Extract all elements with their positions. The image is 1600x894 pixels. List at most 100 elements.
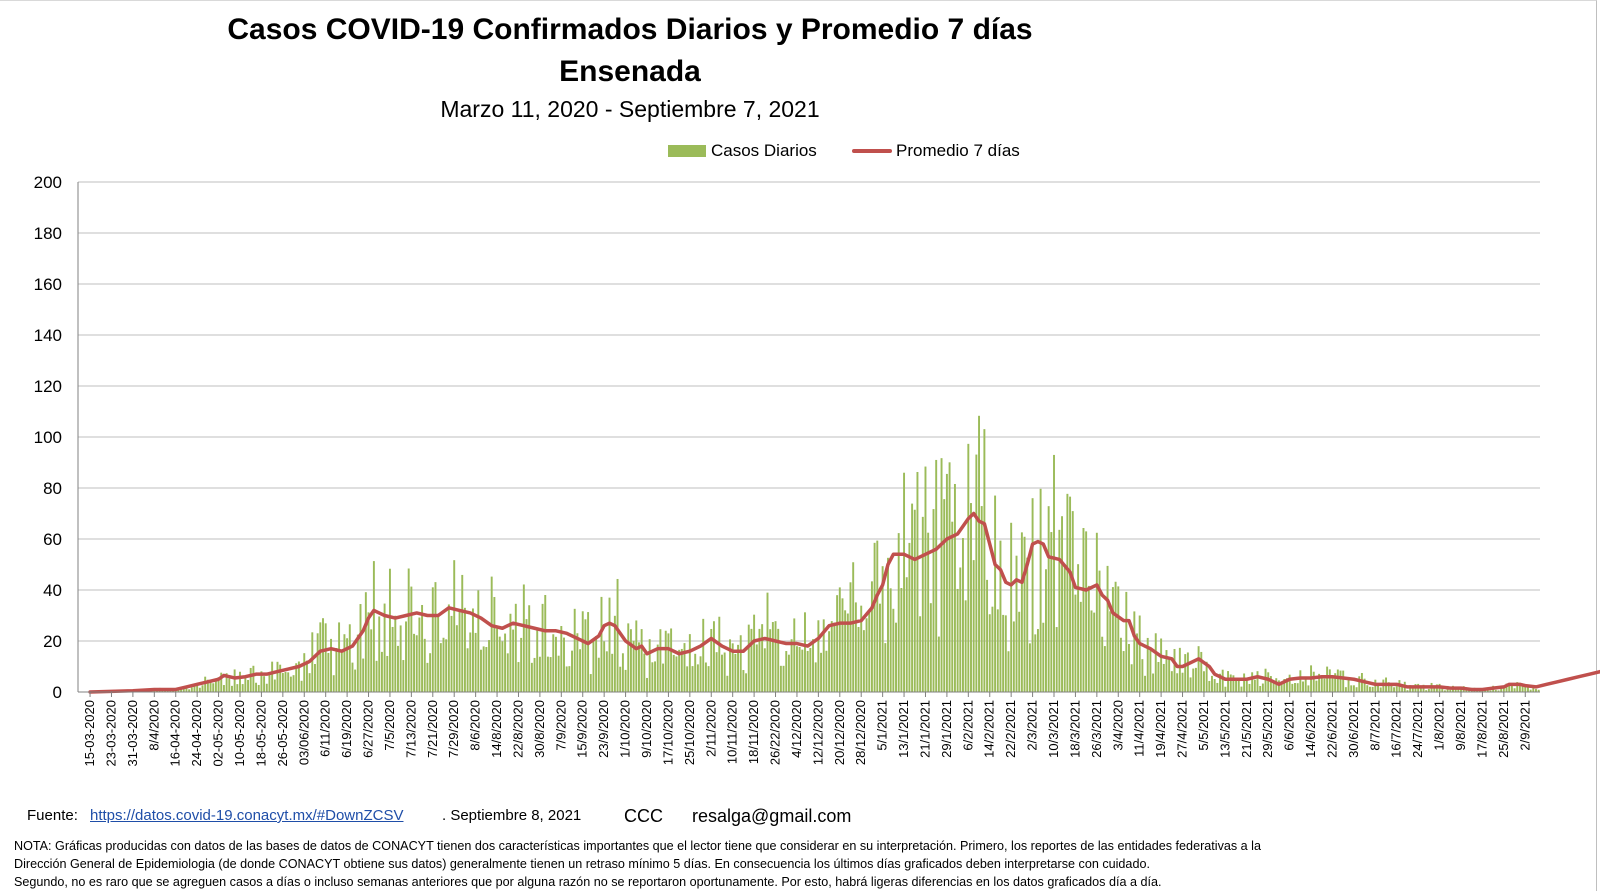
source-date: . Septiembre 8, 2021 [442, 807, 582, 824]
bar-daily-cases [812, 639, 814, 692]
bar-daily-cases [455, 625, 458, 692]
x-tick-label: 21/1/2021 [918, 700, 933, 758]
bar-daily-cases [678, 649, 681, 692]
bar-daily-cases [1277, 680, 1280, 692]
bar-daily-cases [723, 652, 726, 692]
bar-daily-cases [241, 684, 244, 692]
line-7day-average [88, 511, 1600, 694]
bar-daily-cases [691, 666, 694, 692]
bar-daily-cases [627, 623, 630, 692]
bar-daily-cases [338, 622, 341, 692]
bar-daily-cases [1272, 682, 1275, 692]
chart-subtitle: Marzo 11, 2020 - Septiembre 7, 2021 [440, 96, 820, 122]
bar-daily-cases [198, 687, 201, 692]
y-tick-label-100: 100 [34, 428, 62, 447]
bar-daily-cases [1071, 511, 1074, 692]
bar-daily-cases [418, 617, 421, 692]
bar-daily-cases [624, 669, 627, 692]
bar-daily-cases [643, 653, 646, 692]
x-tick-label: 29/5/2021 [1260, 700, 1275, 758]
bar-daily-cases [1334, 673, 1337, 692]
bar-daily-cases [1465, 689, 1468, 692]
bar-daily-cases [458, 609, 461, 692]
bar-daily-cases [300, 680, 303, 692]
bar-daily-cases [196, 684, 199, 692]
bar-daily-cases [399, 625, 402, 692]
bar-daily-cases [1460, 689, 1462, 692]
bar-daily-cases [1205, 661, 1208, 692]
bar-daily-cases [220, 672, 223, 692]
x-tick-label: 10/3/2021 [1046, 700, 1061, 758]
bar-daily-cases [180, 688, 183, 692]
bar-daily-cases [1369, 686, 1371, 692]
bar-daily-cases [913, 509, 916, 692]
bar-daily-cases [402, 660, 405, 692]
bar-daily-cases [1411, 687, 1414, 692]
legend-item-daily-cases: Casos Diarios [668, 141, 817, 161]
bar-daily-cases [546, 656, 549, 692]
bar-daily-cases [370, 629, 373, 692]
x-tick-label: 11/4/2021 [1132, 700, 1147, 757]
bar-daily-cases [1128, 643, 1130, 692]
bar-daily-cases [959, 567, 962, 692]
bar-daily-cases [619, 666, 622, 692]
bar-daily-cases [841, 598, 844, 692]
bar-daily-cases [1117, 586, 1120, 692]
bar-daily-cases [1251, 672, 1254, 692]
bar-daily-cases [1189, 677, 1192, 692]
bar-daily-cases [731, 643, 734, 692]
source-link[interactable]: https://datos.covid-19.conacyt.mx/#DownZ… [90, 807, 404, 824]
bar-daily-cases [1529, 689, 1532, 692]
bar-daily-cases [745, 673, 748, 692]
bar-daily-cases [1018, 611, 1021, 692]
bar-daily-cases [514, 603, 517, 692]
bar-daily-cases [1390, 685, 1393, 692]
bar-daily-cases [303, 653, 306, 692]
bar-daily-cases [1136, 633, 1138, 692]
x-tick-label: 18/3/2021 [1067, 700, 1082, 758]
bar-daily-cases [228, 678, 231, 692]
bar-daily-cases [755, 644, 758, 692]
bar-daily-cases [172, 690, 175, 692]
bar-daily-cases [512, 629, 515, 692]
bar-daily-cases [1294, 683, 1296, 692]
bar-daily-cases [265, 683, 268, 692]
bar-daily-cases [1208, 680, 1211, 692]
bar-daily-cases [584, 619, 587, 692]
bar-daily-cases [739, 635, 742, 692]
bar-daily-cases [876, 540, 879, 692]
legend-label-daily-cases: Casos Diarios [711, 141, 817, 160]
bar-daily-cases [600, 596, 603, 692]
bar-daily-cases [962, 538, 964, 692]
bar-daily-cases [289, 676, 292, 692]
bar-daily-cases [204, 676, 207, 692]
bar-daily-cases [710, 628, 713, 692]
bar-daily-cases [222, 685, 225, 692]
bar-daily-cases [769, 629, 772, 692]
bar-daily-cases [1211, 675, 1213, 692]
bar-daily-cases [729, 639, 731, 692]
bar-daily-cases [1283, 679, 1286, 692]
bar-daily-cases [1063, 567, 1066, 692]
x-tick-label: 6/11/2020 [318, 700, 333, 757]
source-label: Fuente: [27, 807, 78, 824]
bar-daily-cases [1484, 690, 1487, 692]
bar-daily-cases [854, 602, 857, 692]
bar-daily-cases [1103, 646, 1106, 692]
bar-daily-cases [461, 574, 464, 692]
bar-daily-cases [520, 637, 523, 692]
x-tick-label: 12/12/2020 [810, 700, 825, 765]
bar-daily-cases [493, 597, 496, 692]
bar-daily-cases [945, 473, 948, 692]
bar-daily-cases [1152, 673, 1155, 692]
bar-daily-cases [1178, 647, 1181, 692]
bar-daily-cases [271, 661, 274, 692]
bar-daily-cases [699, 656, 702, 692]
bar-daily-cases [635, 620, 638, 692]
bar-daily-cases [1427, 688, 1430, 692]
bar-daily-cases [359, 604, 362, 692]
bar-daily-cases [761, 624, 764, 692]
bar-daily-cases [236, 684, 239, 692]
bar-daily-cases [1160, 638, 1163, 692]
